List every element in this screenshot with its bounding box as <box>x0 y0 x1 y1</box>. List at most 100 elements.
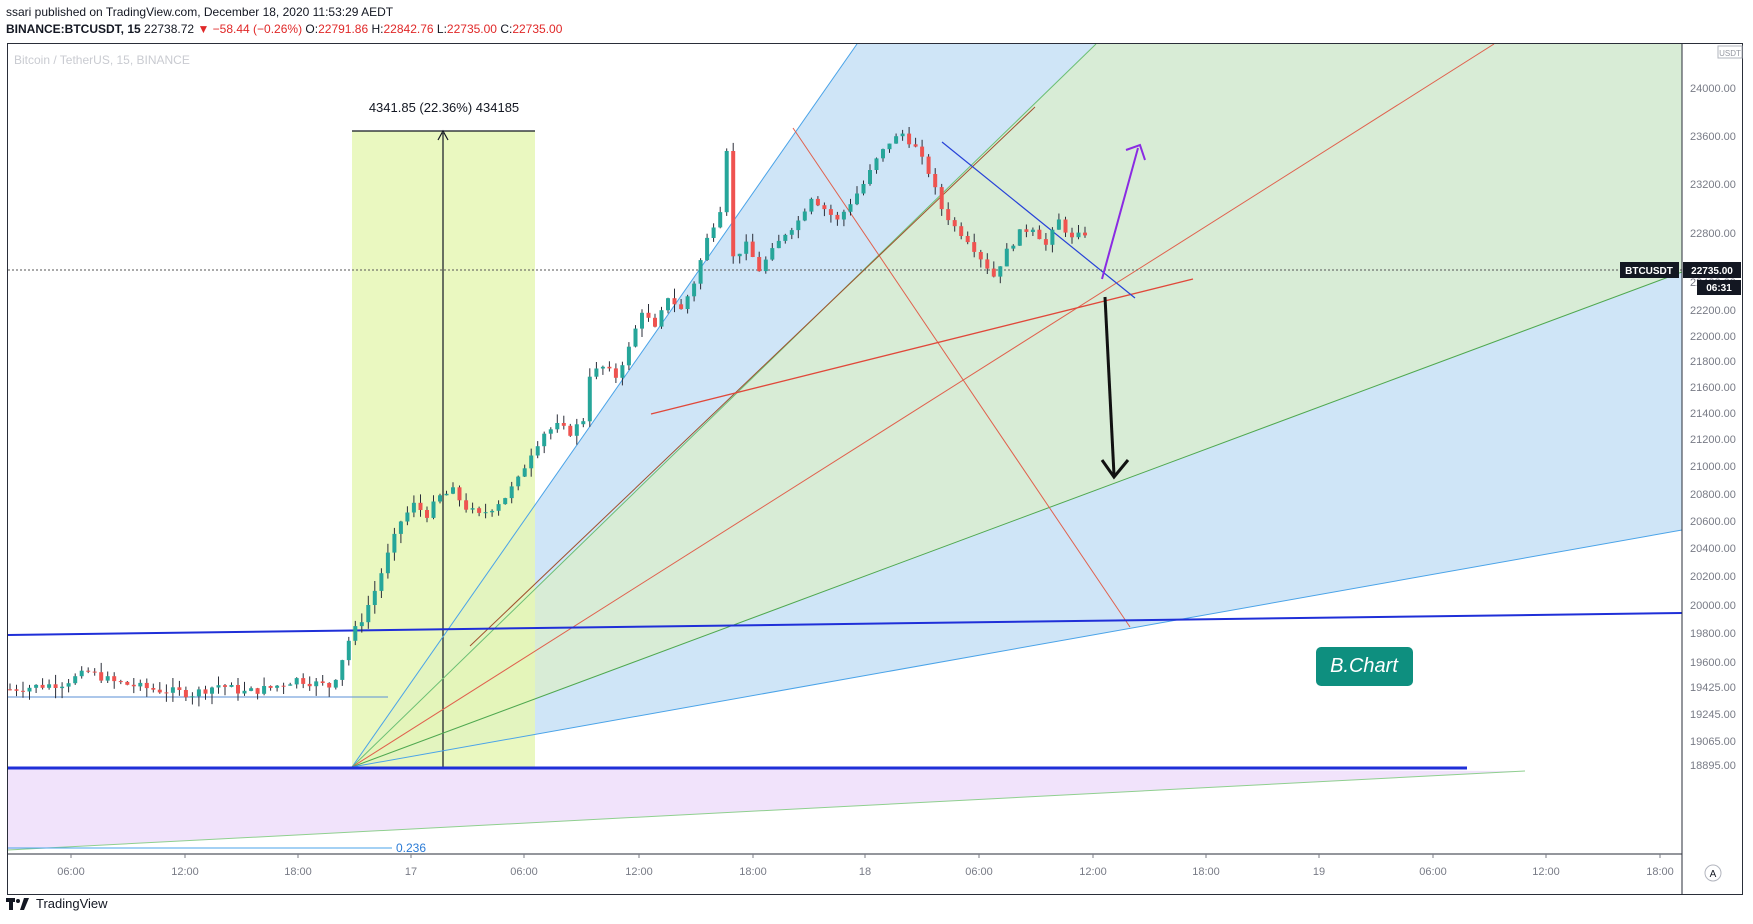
candle-down <box>477 508 482 513</box>
candle-up <box>548 429 553 434</box>
candle-up <box>170 687 175 693</box>
candle-down <box>183 690 188 698</box>
candle-up <box>34 684 39 688</box>
candle-up <box>1011 245 1016 249</box>
axis-unit-box <box>1717 45 1743 59</box>
candle-down <box>946 209 951 221</box>
footer: TradingView <box>6 896 108 911</box>
candle-down <box>815 198 820 206</box>
low-value: 22735.00 <box>446 22 497 36</box>
candle-up <box>861 184 866 194</box>
price-tick-label: 20000.00 <box>1690 600 1736 612</box>
candle-up <box>894 136 899 144</box>
time-tick-label: 18:00 <box>1646 866 1674 878</box>
candle-up <box>581 421 586 425</box>
candle-up <box>392 533 397 553</box>
candle-up <box>451 487 455 494</box>
candle-down <box>99 672 104 681</box>
candle-down <box>757 257 762 272</box>
price-tick-label: 23600.00 <box>1690 131 1736 143</box>
price-tick-label: 18895.00 <box>1690 760 1736 772</box>
price-tick-label: 23200.00 <box>1690 179 1736 191</box>
candle-down <box>164 692 169 694</box>
candle-down <box>1043 239 1048 245</box>
auto-scale-label[interactable]: A <box>1710 869 1717 880</box>
candle-up <box>288 684 293 686</box>
candle-up <box>470 508 475 510</box>
time-tick-label: 18:00 <box>1192 866 1220 878</box>
candle-up <box>542 433 547 447</box>
candle-up <box>27 687 32 692</box>
candle-up <box>1076 232 1081 238</box>
candle-up <box>737 253 742 257</box>
candle-down <box>952 220 957 227</box>
candle-up <box>868 170 872 184</box>
candle-up <box>275 685 280 688</box>
last-price: 22738.72 <box>144 22 195 36</box>
price-tick-label: 20400.00 <box>1690 543 1736 555</box>
candle-down <box>268 686 273 688</box>
candle-up <box>841 211 846 220</box>
price-tick-label: 20800.00 <box>1690 489 1736 501</box>
symbol-label: BINANCE:BTCUSDT, 15 <box>6 22 141 36</box>
candle-down <box>907 133 912 145</box>
time-tick-label: 06:00 <box>57 866 85 878</box>
symbol-price-tag <box>1620 262 1679 278</box>
time-tick-label: 06:00 <box>510 866 538 878</box>
candle-up <box>242 690 247 694</box>
support-red-line <box>650 278 1194 415</box>
candle-up <box>385 552 390 574</box>
candle-down <box>320 681 325 683</box>
candle-down <box>926 156 931 174</box>
candle-up <box>594 368 599 377</box>
candle-down <box>835 214 840 220</box>
candle-down <box>672 298 677 305</box>
candle-down <box>561 423 566 426</box>
price-tick-label: 20200.00 <box>1690 571 1736 583</box>
candle-up <box>405 512 410 522</box>
candle-down <box>939 187 944 210</box>
candle-down <box>112 676 117 682</box>
chart-watermark: Bitcoin / TetherUS, 15, BINANCE <box>14 53 190 67</box>
candle-up <box>900 133 905 137</box>
candle-down <box>236 685 240 694</box>
candle-up <box>887 143 892 150</box>
candle-up <box>698 260 703 284</box>
candle-down <box>613 368 618 378</box>
candle-up <box>438 495 442 502</box>
measure-arrowhead <box>437 129 449 141</box>
candle-up <box>503 498 508 505</box>
candle-up <box>724 151 729 213</box>
time-tick-label: 06:00 <box>1419 866 1447 878</box>
price-tick-label: 21400.00 <box>1690 408 1736 420</box>
candle-up <box>372 590 377 605</box>
candle-up <box>483 512 488 514</box>
high-label: H: <box>371 22 384 36</box>
candle-up <box>60 686 65 689</box>
countdown-text: 06:31 <box>1706 283 1732 294</box>
time-tick-label: 17 <box>405 866 417 878</box>
candle-up <box>431 501 436 518</box>
price-axis[interactable]: 24000.0023600.0023200.0022800.0022400.00… <box>1690 83 1736 772</box>
time-tick-label: 18:00 <box>739 866 767 878</box>
level-20250 <box>8 612 1682 636</box>
candle-down <box>177 687 182 690</box>
time-axis[interactable]: 06:00 12:00 18:00 17 06:00 12:00 18:00 18 06:00 1… <box>57 854 1674 878</box>
candle-down <box>131 684 136 687</box>
candle-up <box>509 486 514 499</box>
candle-down <box>223 685 227 687</box>
candle-up <box>333 679 338 688</box>
auto-scale-button[interactable] <box>1704 864 1722 882</box>
candle-down <box>1063 219 1068 233</box>
candle-down <box>40 684 45 688</box>
candle-up <box>600 366 605 369</box>
candle-down <box>125 681 130 685</box>
projection-down-arrow <box>1103 296 1116 476</box>
countdown-tag <box>1697 280 1741 295</box>
candle-up <box>574 424 579 436</box>
fan-line-5 <box>351 529 1682 768</box>
price-tick-label: 21800.00 <box>1690 356 1736 368</box>
candle-up <box>659 310 664 327</box>
candle-down <box>991 268 996 277</box>
